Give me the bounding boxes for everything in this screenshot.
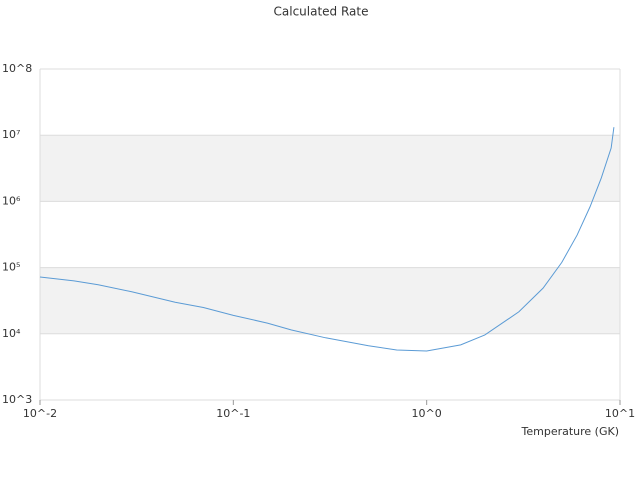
grid-band [40,267,620,334]
x-tick-label: 10^1 [605,407,635,420]
chart-title: Calculated Rate [274,5,369,19]
y-tick-label: 10⁷ [2,128,20,141]
y-tick-label: 10⁵ [2,261,20,274]
grid-band [40,135,620,202]
y-tick-label: 10⁴ [2,327,21,340]
y-tick-label: 10^8 [2,62,32,75]
y-tick-label: 10⁶ [2,194,21,207]
x-tick-label: 10^-1 [216,407,250,420]
x-tick-label: 10^0 [412,407,442,420]
data-line [39,127,615,352]
x-tick-label: 10^-2 [23,407,57,420]
x-axis-label: Temperature (GK) [521,425,620,438]
y-tick-label: 10^3 [2,393,32,406]
